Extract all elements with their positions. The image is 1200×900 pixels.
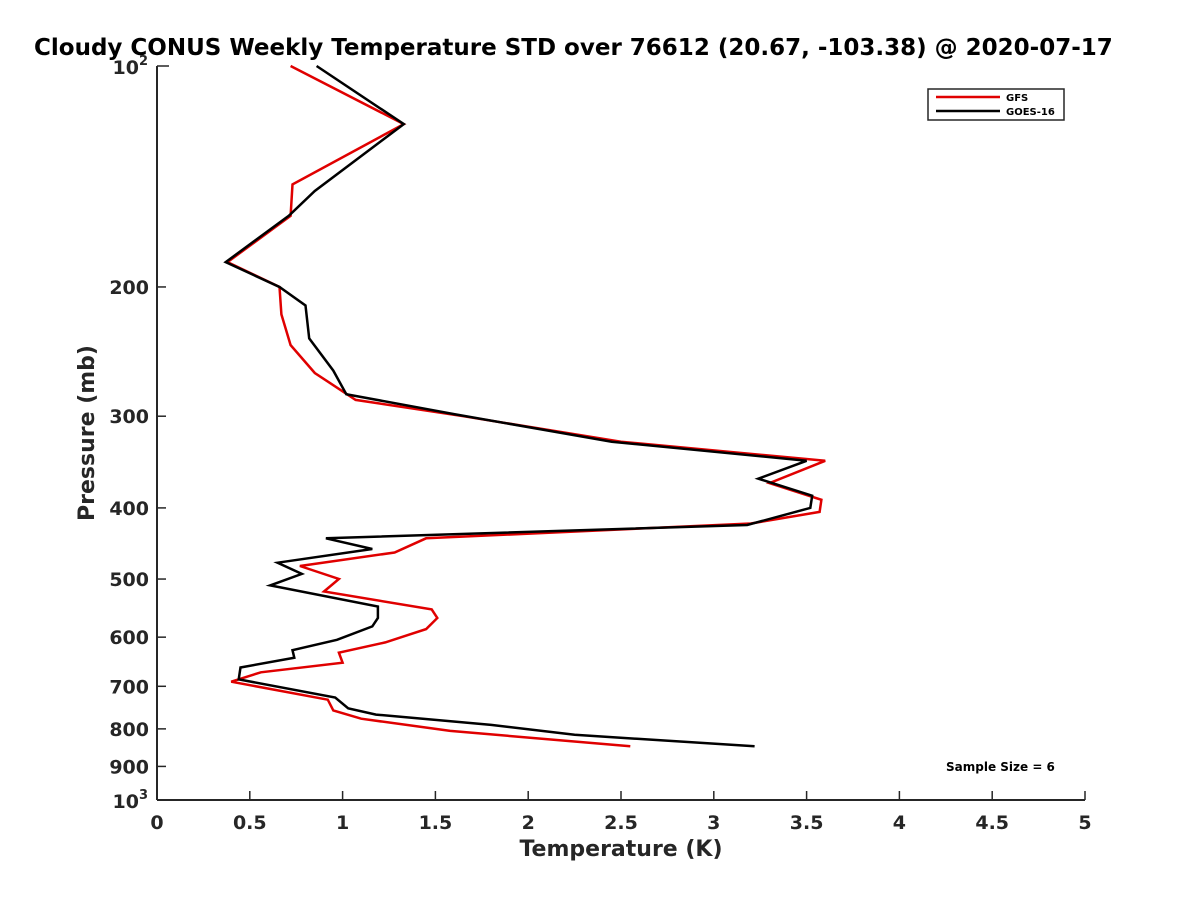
y-ticks: 200 300 400 500 600 700 800 900 102 103 bbox=[109, 54, 169, 813]
y-decade-label: 102 bbox=[113, 54, 149, 79]
y-tick-label: 500 bbox=[109, 569, 149, 591]
x-tick-label: 3.5 bbox=[790, 812, 824, 834]
x-ticks: 0 0.5 1 1.5 2 2.5 3 3.5 4 4.5 5 bbox=[150, 791, 1092, 834]
x-axis-label: Temperature (K) bbox=[519, 837, 722, 862]
x-tick-label: 1 bbox=[336, 812, 349, 834]
chart-title: Cloudy CONUS Weekly Temperature STD over… bbox=[34, 35, 1113, 61]
y-tick-label: 300 bbox=[109, 406, 149, 428]
legend-label-goes16: GOES-16 bbox=[1006, 107, 1055, 118]
x-tick-label: 0 bbox=[150, 812, 163, 834]
y-tick-label: 200 bbox=[109, 277, 149, 299]
y-tick-label: 400 bbox=[109, 498, 149, 520]
x-tick-label: 5 bbox=[1078, 812, 1091, 834]
x-tick-label: 2.5 bbox=[604, 812, 638, 834]
y-decade-label: 103 bbox=[113, 788, 149, 813]
legend: GFS GOES-16 bbox=[927, 88, 1065, 121]
x-tick-label: 4 bbox=[893, 812, 906, 834]
legend-box bbox=[927, 88, 1065, 121]
plot-lines bbox=[223, 64, 826, 748]
x-tick-label: 3 bbox=[707, 812, 720, 834]
series-line-gfs bbox=[225, 64, 826, 748]
y-tick-label: 800 bbox=[109, 719, 149, 741]
y-tick-label: 900 bbox=[109, 756, 149, 778]
sample-size-annotation: Sample Size = 6 bbox=[946, 760, 1055, 774]
x-tick-label: 4.5 bbox=[975, 812, 1009, 834]
y-tick-label: 600 bbox=[109, 627, 149, 649]
x-tick-label: 2 bbox=[522, 812, 535, 834]
y-axis-label: Pressure (mb) bbox=[75, 345, 100, 521]
series-line-goes16 bbox=[223, 64, 814, 748]
legend-label-gfs: GFS bbox=[1006, 93, 1028, 104]
x-tick-label: 0.5 bbox=[233, 812, 267, 834]
y-tick-label: 700 bbox=[109, 676, 149, 698]
x-tick-label: 1.5 bbox=[419, 812, 453, 834]
